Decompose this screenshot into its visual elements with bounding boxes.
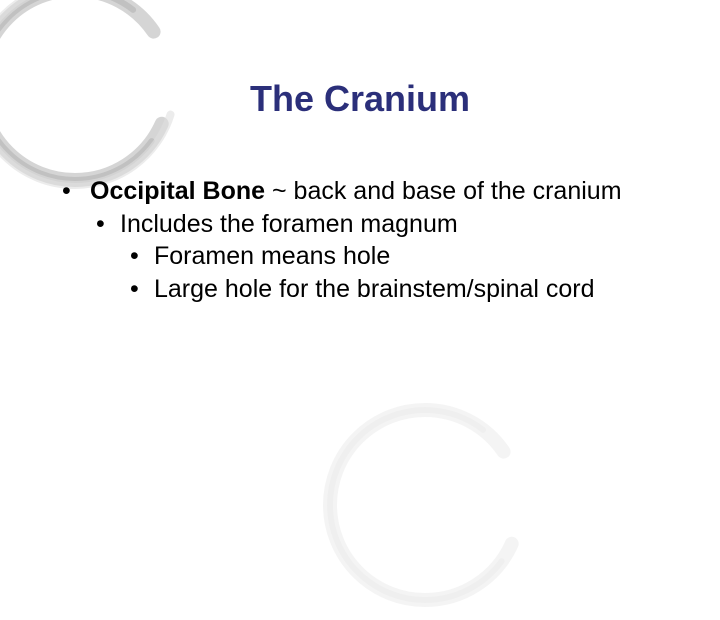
bullet-dot: • <box>96 208 120 241</box>
bullet-level-3: • Foramen means hole <box>130 240 660 273</box>
bullet-text: Includes the foramen magnum <box>120 208 660 241</box>
bullet-text: Large hole for the brainstem/spinal cord <box>154 273 660 306</box>
slide-title: The Cranium <box>0 78 720 120</box>
slide-body: • Occipital Bone ~ back and base of the … <box>62 175 660 305</box>
bullet-dot: • <box>130 273 154 306</box>
bullet-level-2: • Includes the foramen magnum <box>96 208 660 241</box>
bullet-level-3: • Large hole for the brainstem/spinal co… <box>130 273 660 306</box>
bullet-level-1: • Occipital Bone ~ back and base of the … <box>62 175 660 208</box>
brushstroke-circle-bottom <box>310 390 540 620</box>
bullet-dot: • <box>130 240 154 273</box>
bullet-dot: • <box>62 175 90 208</box>
bullet-text: Occipital Bone ~ back and base of the cr… <box>90 175 660 208</box>
bullet-text: Foramen means hole <box>154 240 660 273</box>
bullet-bold-term: Occipital Bone <box>90 177 265 205</box>
bullet-rest: ~ back and base of the cranium <box>265 177 621 205</box>
